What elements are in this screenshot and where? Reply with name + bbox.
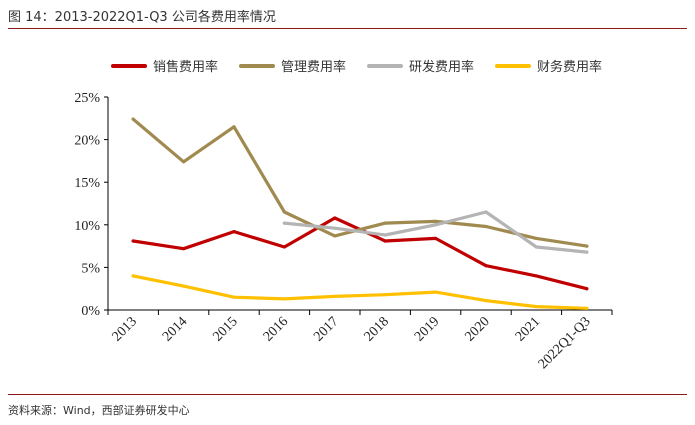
- y-tick-label: 25%: [74, 91, 100, 106]
- data-point: [182, 284, 186, 288]
- data-point: [333, 234, 337, 238]
- x-tick-label: 2014: [160, 314, 190, 344]
- x-tick-label: 2018: [362, 314, 392, 344]
- data-point: [232, 295, 236, 299]
- data-point: [232, 125, 236, 129]
- data-point: [434, 223, 438, 227]
- data-point: [232, 230, 236, 234]
- data-point: [282, 210, 286, 214]
- legend-label: 财务费用率: [537, 59, 602, 75]
- x-tick-label: 2015: [210, 314, 240, 344]
- data-point: [333, 226, 337, 230]
- x-tick-label: 2017: [311, 314, 341, 344]
- bottom-rule: [8, 394, 687, 395]
- data-point: [383, 293, 387, 297]
- data-point: [585, 250, 589, 254]
- y-tick-label: 5%: [81, 261, 100, 276]
- data-point: [282, 221, 286, 225]
- data-point: [282, 245, 286, 249]
- x-tick-label: 2013: [110, 314, 140, 344]
- series-line-2: [131, 117, 589, 248]
- data-point: [484, 224, 488, 229]
- legend-label: 研发费用率: [409, 59, 474, 75]
- y-tick-label: 10%: [74, 219, 100, 234]
- series-line-4: [131, 274, 589, 310]
- data-point: [534, 236, 539, 241]
- data-point: [131, 274, 135, 278]
- data-point: [131, 117, 135, 121]
- data-point: [534, 304, 539, 309]
- data-point: [534, 245, 539, 249]
- axes: 0% 5% 10% 15% 20% 25% 2013 2014 2015 2016 2017 2018…: [74, 91, 613, 372]
- data-point: [131, 239, 135, 243]
- x-tick-label: 2021: [513, 314, 543, 344]
- y-tick-label: 0%: [81, 304, 100, 319]
- figure-title: 图 14：2013-2022Q1-Q3 公司各费用率情况: [8, 10, 276, 25]
- data-point: [182, 160, 186, 164]
- data-point: [585, 306, 589, 310]
- legend: 销售费用率 管理费用率 研发费用率 财务费用率: [111, 59, 602, 75]
- source-note: 资料来源：Wind，西部证券研发中心: [8, 404, 190, 417]
- data-point: [484, 210, 488, 214]
- data-point: [434, 219, 438, 223]
- x-tick-label: 2019: [412, 314, 442, 344]
- data-point: [383, 233, 387, 237]
- data-point: [333, 216, 337, 220]
- data-point: [484, 299, 488, 303]
- legend-label: 销售费用率: [153, 59, 218, 75]
- y-tick-label: 15%: [74, 176, 100, 191]
- data-point: [434, 236, 438, 241]
- x-tick-label: 2020: [462, 314, 492, 344]
- top-rule: [8, 28, 687, 29]
- data-point: [434, 290, 438, 294]
- data-point: [484, 264, 488, 268]
- data-point: [585, 244, 589, 248]
- data-point: [534, 274, 539, 278]
- legend-label: 管理费用率: [281, 59, 346, 75]
- y-tick-label: 20%: [74, 134, 100, 149]
- series-lines: [131, 117, 589, 310]
- x-tick-label: 2016: [261, 314, 291, 344]
- data-point: [383, 221, 387, 225]
- data-point: [333, 294, 337, 298]
- data-point: [282, 297, 286, 301]
- data-point: [383, 239, 387, 243]
- data-point: [585, 287, 589, 291]
- data-point: [182, 247, 186, 251]
- x-tick-label: 2022Q1-Q3: [536, 314, 594, 372]
